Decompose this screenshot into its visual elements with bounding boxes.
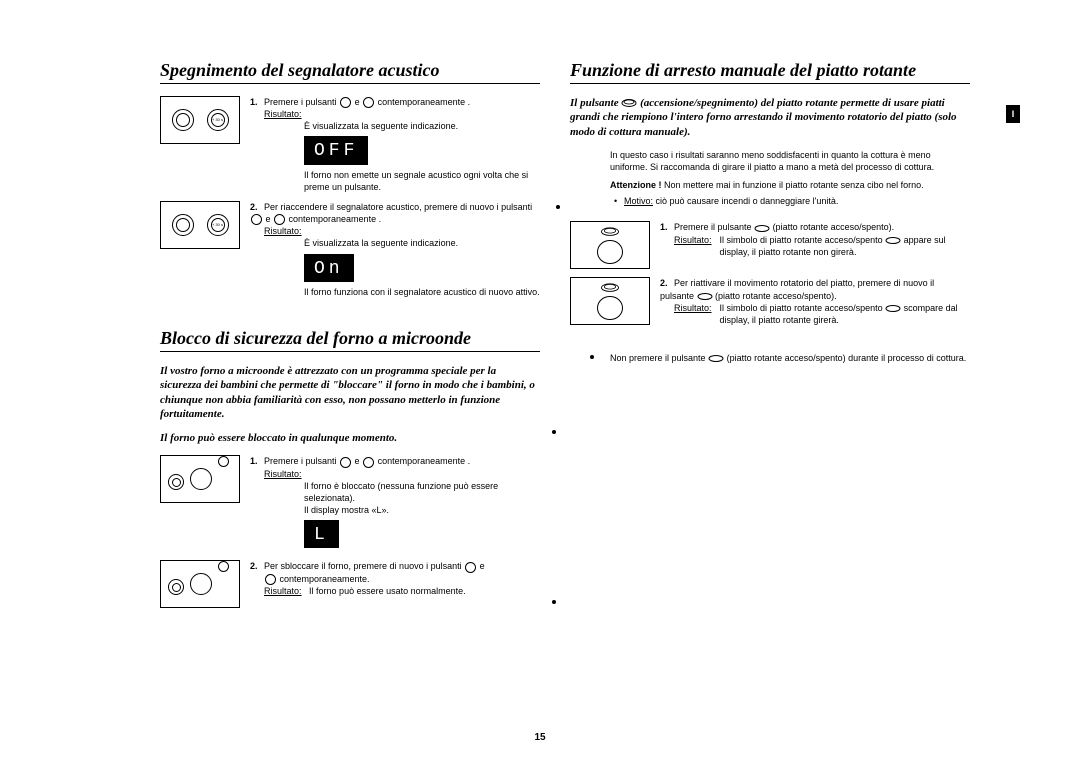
section2-intro2: Il forno può essere bloccato in qualunqu…	[160, 431, 540, 445]
s1-step2-row: + 30 s 2.Per riaccendere il segnalatore …	[160, 201, 540, 298]
control-panel-icon: + 30 s	[160, 96, 240, 144]
section2-title: Blocco di sicurezza del forno a microond…	[160, 328, 540, 352]
start-icon	[274, 214, 285, 225]
divider-dot	[552, 600, 556, 604]
turntable-icon	[708, 354, 724, 363]
clock-icon	[363, 457, 374, 468]
turntable-icon	[885, 304, 901, 313]
control-panel-icon	[160, 455, 240, 503]
control-panel-icon: + 30 s	[160, 201, 240, 249]
s2-step1-text: 1.Premere i pulsanti e contemporaneament…	[250, 455, 540, 552]
control-panel-icon	[160, 560, 240, 608]
page-number: 15	[534, 732, 545, 743]
motivo-row: Motivo: ciò può causare incendi o danneg…	[610, 195, 970, 207]
section2-intro: Il vostro forno a microonde è attrezzato…	[160, 364, 540, 421]
turntable-button-icon	[570, 221, 650, 269]
right-column: Funzione di arresto manuale del piatto r…	[570, 60, 970, 616]
stop-icon	[340, 97, 351, 108]
s1-step2-text: 2.Per riaccendere il segnalatore acustic…	[250, 201, 540, 298]
display-on: On	[304, 254, 354, 282]
side-tab: I	[1006, 105, 1020, 123]
turntable-icon	[885, 236, 901, 245]
stop-icon	[465, 562, 476, 573]
section3-title: Funzione di arresto manuale del piatto r…	[570, 60, 970, 84]
s2-step1-row: 1.Premere i pulsanti e contemporaneament…	[160, 455, 540, 552]
left-column: Spegnimento del segnalatore acustico + 3…	[160, 60, 540, 616]
s1-step1-text: 1.Premere i pulsanti e contemporaneament…	[250, 96, 540, 193]
turntable-icon	[754, 224, 770, 233]
stop-icon	[251, 214, 262, 225]
turntable-button-icon	[570, 277, 650, 325]
display-l: L	[304, 520, 339, 548]
display-off: OFF	[304, 136, 368, 164]
clock-icon	[218, 456, 229, 467]
s3-step2-row: 2.Per riattivare il movimento rotatorio …	[570, 277, 970, 326]
clock-icon	[218, 561, 229, 572]
footnote: Non premere il pulsante (piatto rotante …	[610, 352, 970, 364]
turntable-icon	[621, 98, 637, 108]
s3-step1-text: 1.Premere il pulsante (piatto rotante ac…	[660, 221, 970, 257]
clock-icon	[265, 574, 276, 585]
s1-step1-row: + 30 s 1.Premere i pulsanti e contempora…	[160, 96, 540, 193]
start-icon	[363, 97, 374, 108]
section3-para: In questo caso i risultati saranno meno …	[610, 149, 970, 173]
page: Spegnimento del segnalatore acustico + 3…	[0, 0, 1080, 646]
turntable-icon	[697, 292, 713, 301]
s2-step2-text: 2.Per sbloccare il forno, premere di nuo…	[250, 560, 540, 596]
s3-step2-text: 2.Per riattivare il movimento rotatorio …	[660, 277, 970, 326]
warning-text: Attenzione ! Non mettere mai in funzione…	[610, 179, 970, 191]
section3-intro: Il pulsante (accensione/spegnimento) del…	[570, 96, 970, 139]
s3-step1-row: 1.Premere il pulsante (piatto rotante ac…	[570, 221, 970, 269]
stop-icon	[340, 457, 351, 468]
section1-title: Spegnimento del segnalatore acustico	[160, 60, 540, 84]
divider-dot	[552, 430, 556, 434]
s2-step2-row: 2.Per sbloccare il forno, premere di nuo…	[160, 560, 540, 608]
